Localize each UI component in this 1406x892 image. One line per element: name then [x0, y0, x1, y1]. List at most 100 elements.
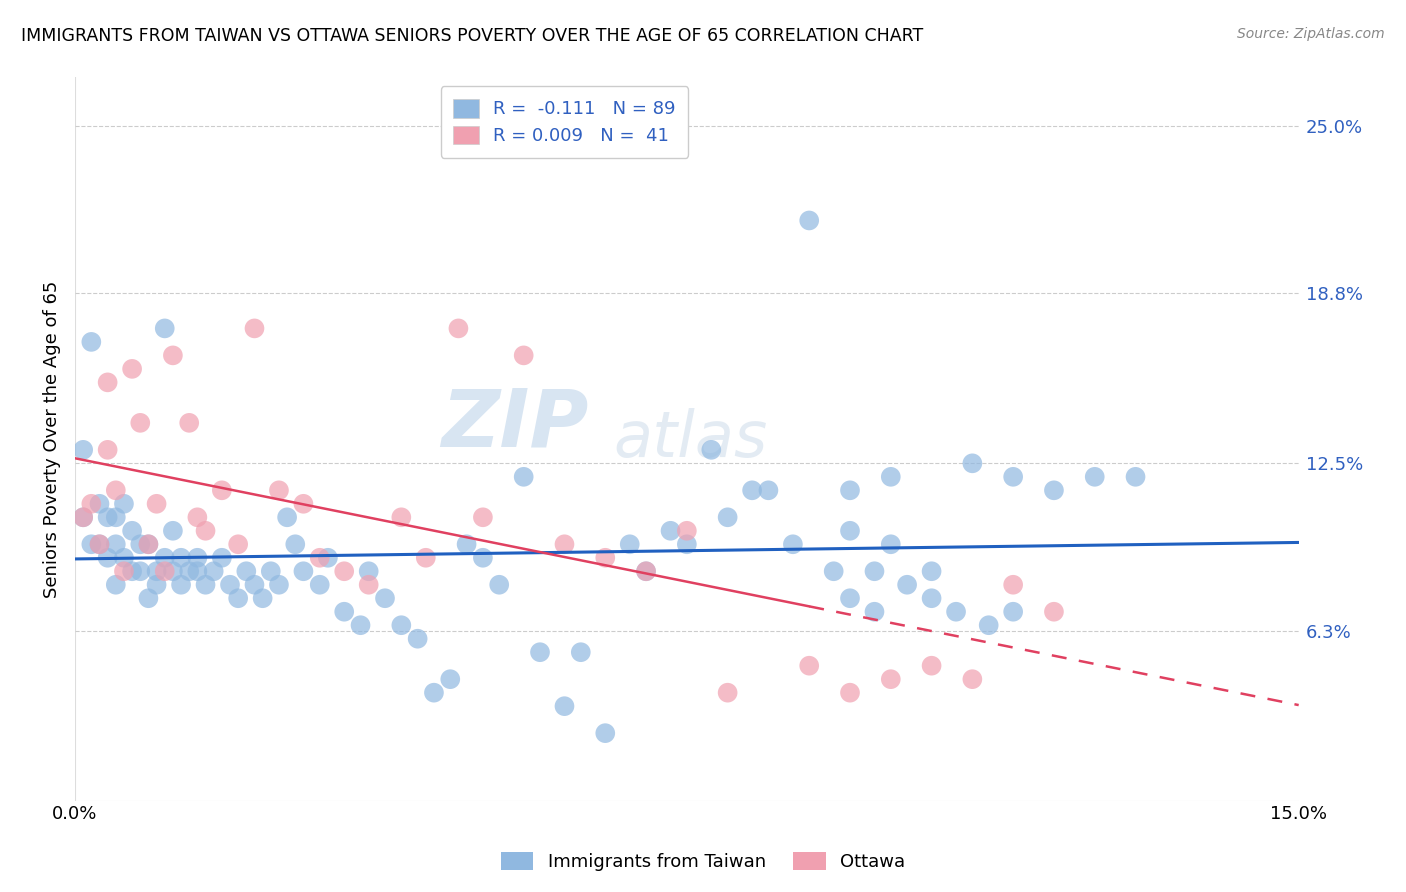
- Point: [145, 564, 167, 578]
- Point: [553, 537, 575, 551]
- Point: [260, 564, 283, 578]
- Point: [80, 497, 103, 511]
- Point: [977, 618, 1000, 632]
- Point: [863, 605, 886, 619]
- Point: [316, 550, 339, 565]
- Point: [153, 564, 176, 578]
- Point: [863, 564, 886, 578]
- Point: [593, 726, 616, 740]
- Point: [569, 645, 592, 659]
- Point: [945, 605, 967, 619]
- Point: [406, 632, 429, 646]
- Point: [357, 564, 380, 578]
- Point: [1043, 483, 1066, 498]
- Point: [243, 578, 266, 592]
- Point: [962, 456, 984, 470]
- Point: [104, 578, 127, 592]
- Point: [72, 510, 94, 524]
- Point: [839, 591, 862, 606]
- Point: [276, 510, 298, 524]
- Point: [741, 483, 763, 498]
- Point: [921, 658, 943, 673]
- Point: [423, 686, 446, 700]
- Point: [267, 578, 290, 592]
- Point: [921, 564, 943, 578]
- Point: [235, 564, 257, 578]
- Point: [880, 672, 903, 686]
- Text: atlas: atlas: [613, 408, 768, 470]
- Point: [333, 564, 356, 578]
- Point: [226, 591, 249, 606]
- Point: [211, 483, 233, 498]
- Point: [80, 537, 103, 551]
- Point: [636, 564, 658, 578]
- Legend: Immigrants from Taiwan, Ottawa: Immigrants from Taiwan, Ottawa: [494, 845, 912, 879]
- Point: [676, 524, 699, 538]
- Point: [896, 578, 918, 592]
- Point: [104, 537, 127, 551]
- Point: [389, 618, 412, 632]
- Point: [782, 537, 804, 551]
- Point: [880, 470, 903, 484]
- Point: [121, 362, 143, 376]
- Point: [97, 442, 120, 457]
- Point: [1002, 470, 1025, 484]
- Point: [267, 483, 290, 498]
- Point: [145, 578, 167, 592]
- Point: [97, 510, 120, 524]
- Point: [636, 564, 658, 578]
- Point: [89, 537, 111, 551]
- Point: [186, 550, 208, 565]
- Point: [374, 591, 396, 606]
- Point: [1084, 470, 1107, 484]
- Point: [839, 483, 862, 498]
- Point: [72, 510, 94, 524]
- Point: [619, 537, 641, 551]
- Point: [89, 497, 111, 511]
- Point: [415, 550, 437, 565]
- Text: IMMIGRANTS FROM TAIWAN VS OTTAWA SENIORS POVERTY OVER THE AGE OF 65 CORRELATION : IMMIGRANTS FROM TAIWAN VS OTTAWA SENIORS…: [21, 27, 924, 45]
- Point: [389, 510, 412, 524]
- Point: [170, 550, 193, 565]
- Legend: R =  -0.111   N = 89, R = 0.009   N =  41: R = -0.111 N = 89, R = 0.009 N = 41: [440, 87, 688, 158]
- Point: [308, 578, 330, 592]
- Point: [97, 550, 120, 565]
- Y-axis label: Seniors Poverty Over the Age of 65: Seniors Poverty Over the Age of 65: [44, 280, 60, 598]
- Point: [129, 537, 152, 551]
- Point: [1125, 470, 1147, 484]
- Point: [129, 416, 152, 430]
- Point: [138, 537, 160, 551]
- Point: [284, 537, 307, 551]
- Point: [97, 376, 120, 390]
- Point: [104, 483, 127, 498]
- Point: [292, 564, 315, 578]
- Point: [194, 524, 217, 538]
- Point: [179, 564, 201, 578]
- Point: [357, 578, 380, 592]
- Point: [252, 591, 274, 606]
- Point: [153, 550, 176, 565]
- Point: [471, 550, 494, 565]
- Point: [162, 524, 184, 538]
- Point: [104, 510, 127, 524]
- Point: [593, 550, 616, 565]
- Point: [839, 524, 862, 538]
- Point: [529, 645, 551, 659]
- Point: [349, 618, 371, 632]
- Point: [89, 537, 111, 551]
- Point: [179, 416, 201, 430]
- Point: [799, 213, 821, 227]
- Point: [121, 564, 143, 578]
- Point: [676, 537, 699, 551]
- Point: [194, 578, 217, 592]
- Point: [456, 537, 478, 551]
- Point: [292, 497, 315, 511]
- Point: [138, 537, 160, 551]
- Point: [121, 524, 143, 538]
- Point: [553, 699, 575, 714]
- Point: [72, 442, 94, 457]
- Point: [921, 591, 943, 606]
- Point: [226, 537, 249, 551]
- Point: [80, 334, 103, 349]
- Point: [138, 591, 160, 606]
